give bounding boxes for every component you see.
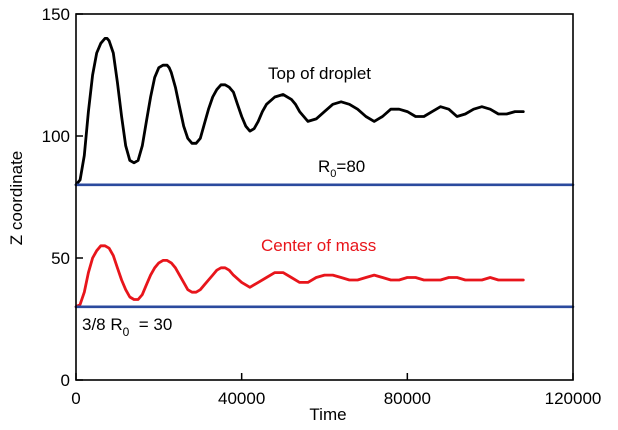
r38-label-sub: 0: [123, 325, 130, 339]
y-axis-label: Z coordinate: [7, 151, 26, 246]
x-tick-label: 120000: [545, 389, 602, 408]
x-axis-label: Time: [309, 405, 346, 424]
y-tick-label: 50: [51, 249, 70, 268]
plot-frame: [75, 13, 574, 381]
ticks: 0 40000 80000 120000 0 50 100 150: [42, 5, 602, 408]
x-tick-label: 80000: [384, 389, 431, 408]
r0-label-main: R: [318, 157, 330, 176]
series-line-1: [74, 37, 525, 187]
series-line-2: [74, 244, 525, 309]
top-of-droplet-label: Top of droplet: [268, 64, 371, 83]
r38-label: 3/8 R0 = 30: [82, 315, 172, 339]
x-tick-label: 40000: [218, 389, 265, 408]
r38-label-rest: = 30: [129, 315, 172, 334]
center-of-mass-label: Center of mass: [261, 236, 376, 255]
x-tick-label: 0: [71, 389, 80, 408]
y-tick-label: 150: [42, 5, 70, 24]
r38-label-main: 3/8 R: [82, 315, 123, 334]
r0-label-sub: 0: [330, 168, 336, 180]
y-tick-label: 100: [42, 127, 70, 146]
plot-lines: [74, 37, 575, 309]
y-tick-label: 0: [61, 371, 70, 390]
r0-label-rest: =80: [336, 157, 365, 176]
r0-label: R0=80: [318, 157, 365, 180]
